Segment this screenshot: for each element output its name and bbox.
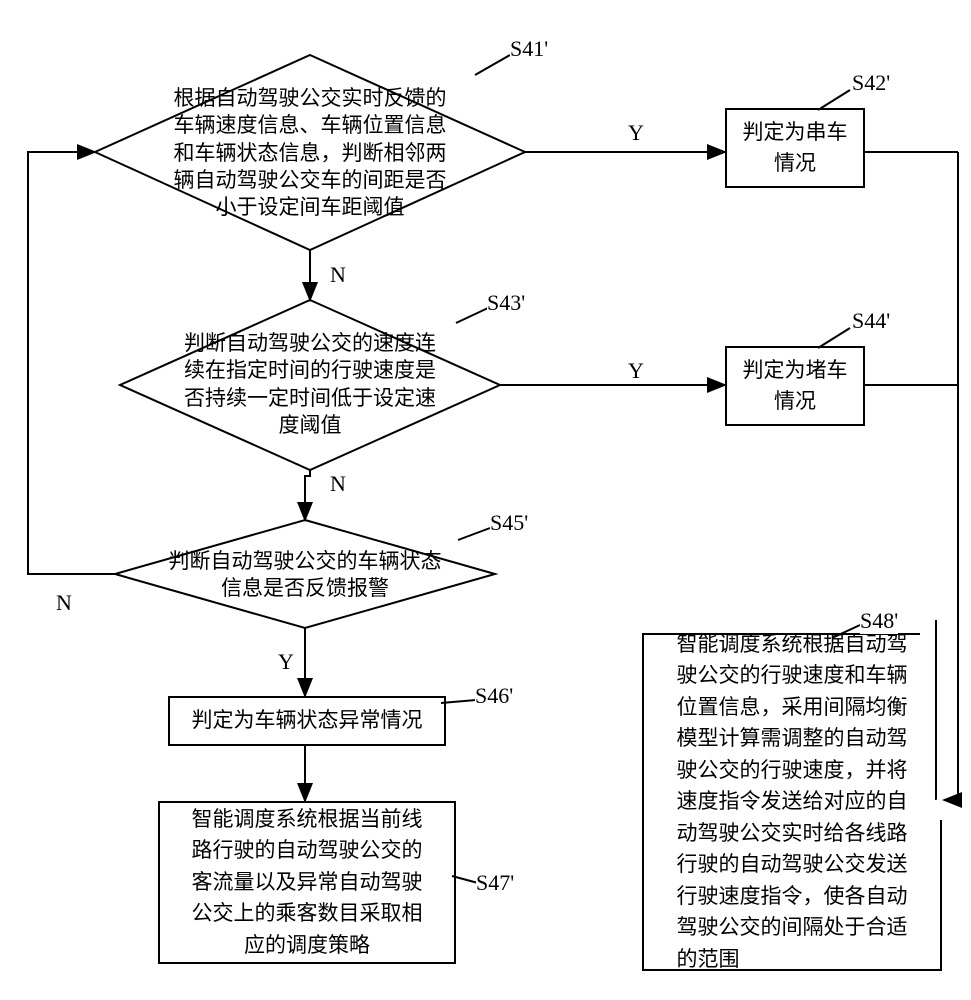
label-s45: S45' — [490, 510, 528, 536]
edge-s41-y: Y — [628, 120, 644, 146]
label-s48: S48' — [860, 608, 898, 634]
s41-text: 根据自动驾驶公交实时反馈的车辆速度信息、车辆位置信息和车辆状态信息，判断相邻两辆… — [174, 86, 447, 219]
label-s43: S43' — [487, 290, 525, 316]
right-merge-path — [0, 0, 971, 1000]
s45-text: 判断自动驾驶公交的车辆状态信息是否反馈报警 — [169, 549, 442, 600]
label-s47: S47' — [476, 870, 514, 896]
edge-s45-y: Y — [278, 649, 294, 675]
edge-s43-y: Y — [628, 358, 644, 384]
decision-s41-text: 根据自动驾驶公交实时反馈的车辆速度信息、车辆位置信息和车辆状态信息，判断相邻两辆… — [160, 85, 460, 221]
flowchart-container: 根据自动驾驶公交实时反馈的车辆速度信息、车辆位置信息和车辆状态信息，判断相邻两辆… — [0, 0, 971, 1000]
label-s41: S41' — [510, 36, 548, 62]
decision-s43-text: 判断自动驾驶公交的速度连续在指定时间的行驶速度是否持续一定时间低于设定速度阈值 — [175, 330, 445, 439]
label-s44: S44' — [852, 308, 890, 334]
label-s42: S42' — [852, 70, 890, 96]
edge-s41-n: N — [330, 262, 346, 288]
label-s46: S46' — [475, 683, 513, 709]
decision-s45-text: 判断自动驾驶公交的车辆状态信息是否反馈报警 — [160, 548, 450, 603]
edge-s45-n: N — [56, 590, 72, 616]
edge-s43-n: N — [330, 471, 346, 497]
s43-text: 判断自动驾驶公交的速度连续在指定时间的行驶速度是否持续一定时间低于设定速度阈值 — [184, 331, 436, 437]
